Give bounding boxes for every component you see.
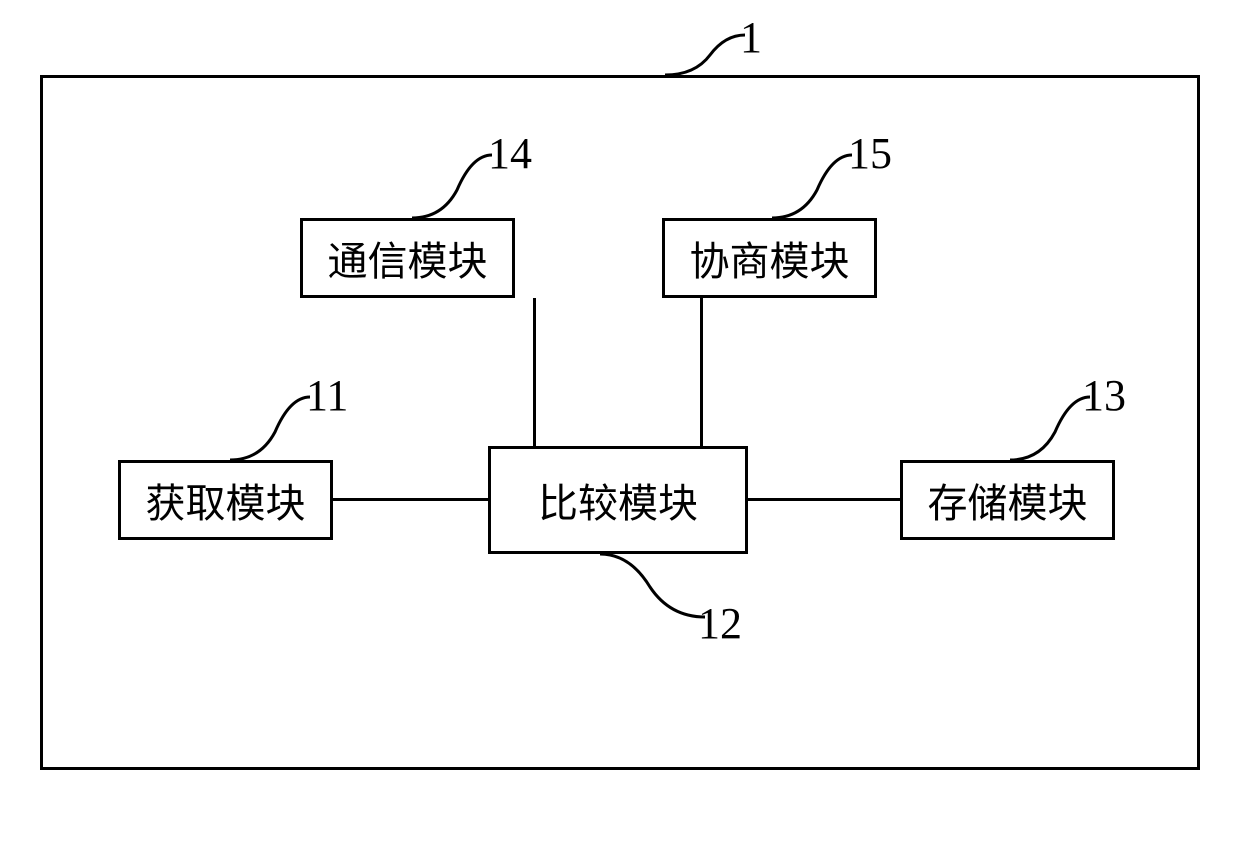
module-storage-label: 存储模块 xyxy=(928,471,1088,529)
module-comparison-label: 比较模块 xyxy=(538,471,698,529)
module-acquisition: 获取模块 xyxy=(118,460,333,540)
label-14: 14 xyxy=(488,128,532,179)
module-communication-label: 通信模块 xyxy=(328,229,488,287)
connector-11-12 xyxy=(333,498,488,501)
module-acquisition-label: 获取模块 xyxy=(146,471,306,529)
module-negotiation-label: 协商模块 xyxy=(690,229,850,287)
label-13: 13 xyxy=(1082,370,1126,421)
connector-14-12 xyxy=(533,298,536,446)
label-11: 11 xyxy=(306,370,348,421)
label-12: 12 xyxy=(698,598,742,649)
module-comparison: 比较模块 xyxy=(488,446,748,554)
label-1: 1 xyxy=(740,12,762,63)
module-communication: 通信模块 xyxy=(300,218,515,298)
lead-line-1 xyxy=(665,30,785,80)
module-negotiation: 协商模块 xyxy=(662,218,877,298)
connector-12-13 xyxy=(748,498,900,501)
connector-15-12 xyxy=(700,298,703,446)
label-15: 15 xyxy=(848,128,892,179)
module-storage: 存储模块 xyxy=(900,460,1115,540)
